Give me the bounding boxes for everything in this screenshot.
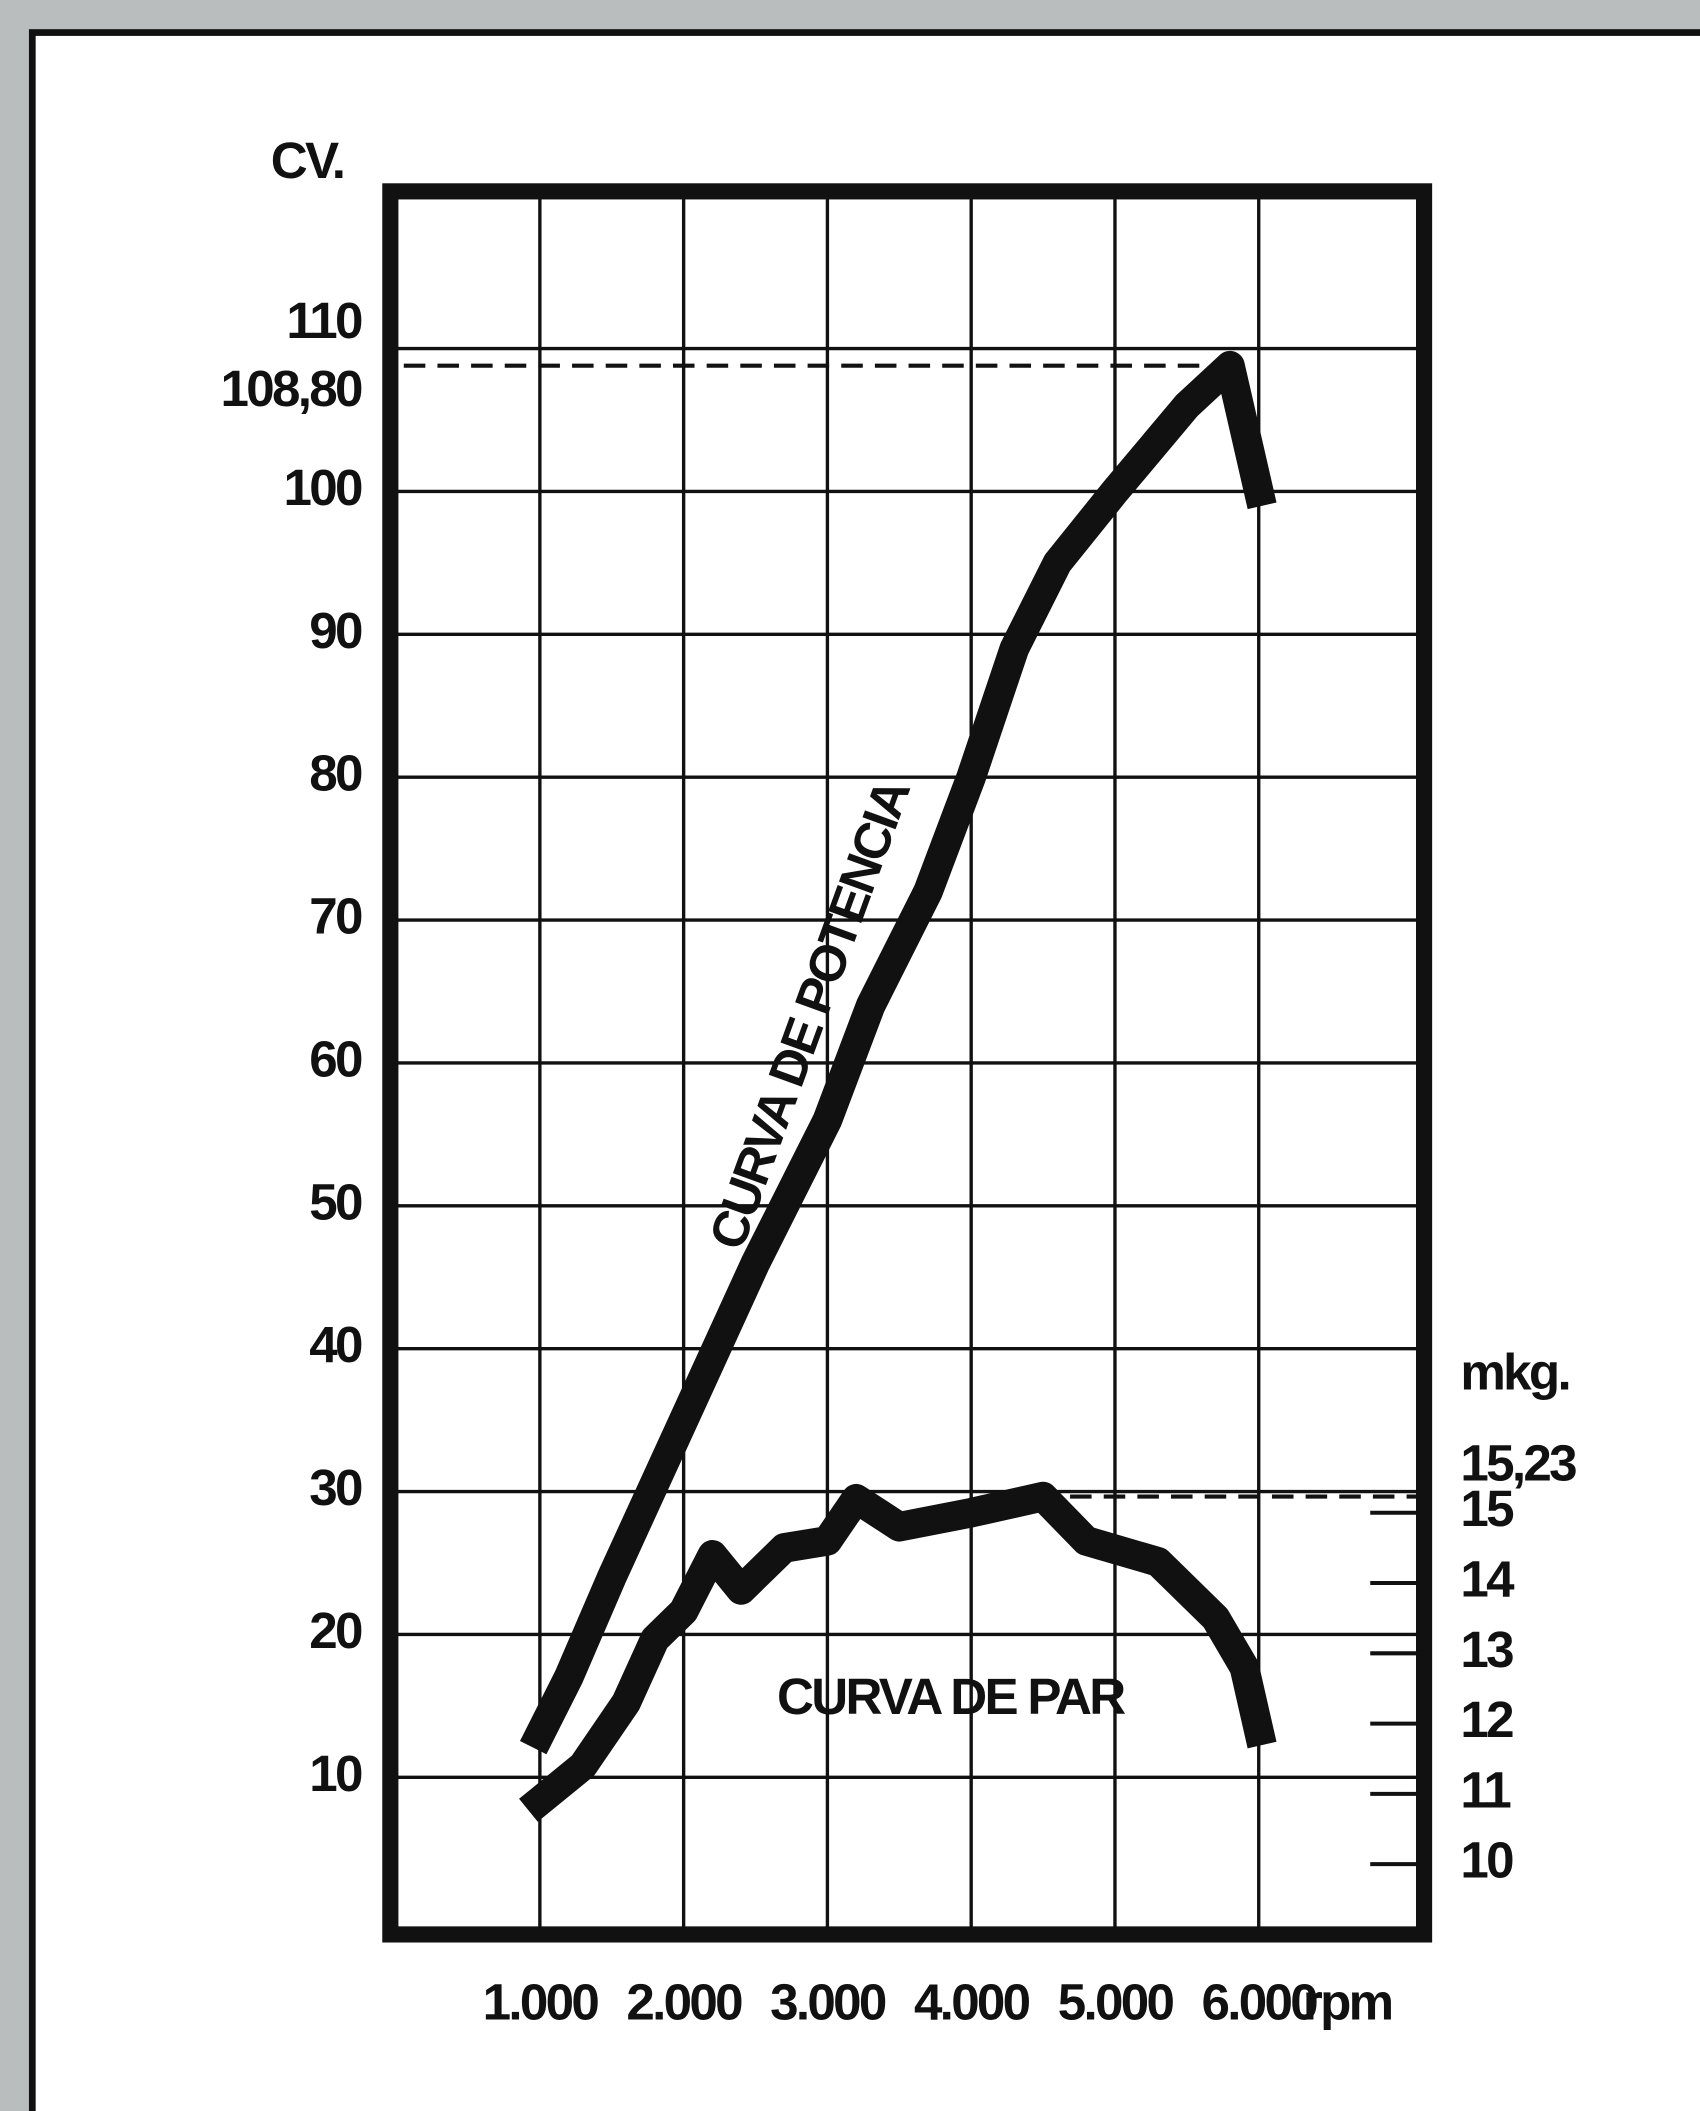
- series-label: CURVA DE PAR: [777, 1668, 1125, 1725]
- y-tick-label: 30: [309, 1459, 362, 1516]
- y2-tick-label: 15: [1460, 1480, 1514, 1537]
- series-line: [519, 350, 1277, 1755]
- reference-label: 15,23: [1460, 1434, 1576, 1491]
- series-line: [519, 1481, 1277, 1822]
- y-tick-label: 50: [309, 1173, 362, 1230]
- x-tick-label: 1.000: [483, 1973, 599, 2030]
- y-tick-label: 100: [283, 459, 361, 516]
- y2-tick-label: 11: [1460, 1761, 1511, 1818]
- y-tick-label: 90: [309, 602, 362, 659]
- x-tick-label: 2.000: [626, 1973, 742, 2030]
- x-tick-label: 4.000: [914, 1973, 1030, 2030]
- panel: [28, 29, 1700, 2111]
- x-axis-label: rpm: [1303, 1973, 1392, 2030]
- y-tick-label: 10: [309, 1745, 362, 1802]
- y-tick-label: 60: [309, 1030, 362, 1087]
- y-tick-label: 80: [309, 745, 362, 802]
- y2-tick-label: 12: [1460, 1691, 1513, 1748]
- y2-tick-label: 13: [1460, 1621, 1513, 1678]
- plot-frame: [382, 183, 1433, 1943]
- x-tick-label: 5.000: [1058, 1973, 1174, 2030]
- y-tick-label: 70: [309, 888, 362, 945]
- y-tick-label: 40: [309, 1316, 362, 1373]
- reference-label: 108,80: [221, 360, 362, 417]
- marks: [519, 350, 1277, 1822]
- y-axis-label: CV.: [271, 132, 343, 189]
- x-tick-label: 6.000: [1201, 1973, 1317, 2030]
- y-tick-label: 110: [286, 292, 362, 349]
- y-tick-label: 20: [309, 1602, 362, 1659]
- y2-tick-label: 14: [1460, 1551, 1515, 1608]
- y2-axis-label: mkg.: [1460, 1343, 1569, 1400]
- y2-tick-label: 10: [1460, 1832, 1513, 1889]
- x-tick-label: 3.000: [770, 1973, 886, 2030]
